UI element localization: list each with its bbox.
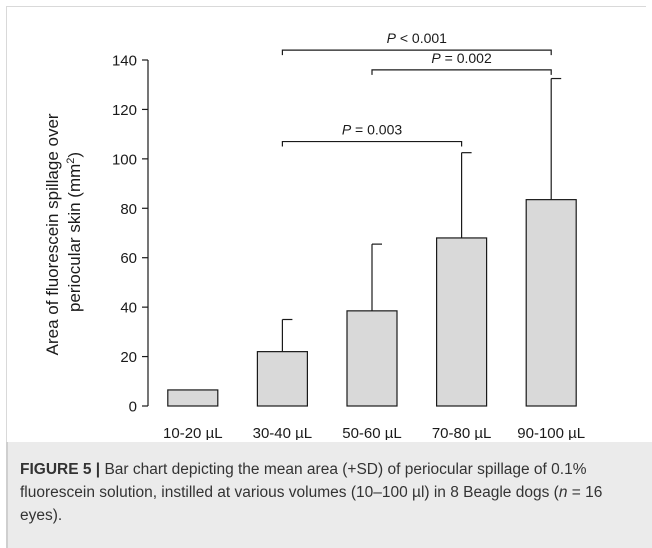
x-tick-label: 70-80 µL: [432, 425, 492, 440]
significance-bracket: [371, 69, 552, 75]
p-symbol: P: [431, 50, 441, 66]
y-tick-label: 0: [129, 399, 137, 416]
figure-caption: FIGURE 5 | Bar chart depicting the mean …: [20, 458, 635, 527]
p-value-text: = 0.002: [441, 50, 492, 66]
figure-frame-top: [6, 6, 646, 7]
caption-label: FIGURE 5 |: [20, 461, 101, 478]
bar: [346, 310, 398, 407]
caption-left-rule: [6, 442, 8, 548]
y-tick-label: 80: [120, 201, 137, 218]
bar: [436, 237, 488, 407]
bar: [167, 389, 219, 407]
y-tick-label: 120: [112, 102, 137, 119]
x-tick-label: 50-60 µL: [342, 425, 402, 440]
p-symbol: P: [387, 30, 397, 46]
y-axis-label-superscript: 2: [65, 158, 77, 164]
x-tick-labels: 10-20 µL 30-40 µL 50-60 µL 70-80 µL 90-100 µ…: [163, 425, 585, 440]
x-tick-label: 10-20 µL: [163, 425, 223, 440]
y-tick-label: 100: [112, 151, 137, 168]
caption-background: [6, 442, 652, 548]
significance-bracket: [281, 140, 463, 147]
y-axis: 0 20 40 60 80 100 120 140: [112, 53, 149, 416]
bars-group: [167, 199, 577, 407]
y-axis-label-close: ): [65, 152, 84, 158]
x-tick-label: 90-100 µL: [517, 425, 585, 440]
y-axis-label-line2: periocular skin (mm: [65, 164, 84, 312]
x-tick-label: 30-40 µL: [253, 425, 313, 440]
y-tick-label: 140: [112, 53, 137, 70]
bar-chart: 0 20 40 60 80 100 120 140 10-20 µL 30-40 µL 50-60…: [43, 30, 585, 440]
bar: [256, 351, 308, 407]
p-value-label: P < 0.001: [387, 30, 448, 46]
caption-text-1: Bar chart depicting the mean area (+SD) …: [20, 461, 587, 501]
error-bars-group: [281, 77, 562, 352]
p-value-text: = 0.003: [351, 122, 402, 138]
p-value-text: < 0.001: [396, 30, 447, 46]
bar: [525, 199, 577, 407]
y-tick-label: 40: [120, 300, 137, 317]
significance-bracket: [281, 49, 552, 56]
y-tick-label: 60: [120, 250, 137, 267]
y-axis-label: Area of fluorescein spillage over perioc…: [43, 109, 84, 356]
p-symbol: P: [342, 122, 352, 138]
caption-text-2: = 16 eyes).: [20, 484, 603, 524]
y-tick-label: 20: [120, 349, 137, 366]
p-value-label: P = 0.002: [431, 50, 492, 66]
caption-n-label: n: [558, 484, 568, 501]
p-value-label: P = 0.003: [342, 122, 403, 138]
figure-frame-left: [6, 6, 7, 546]
y-axis-label-line1: Area of fluorescein spillage over: [43, 113, 62, 355]
